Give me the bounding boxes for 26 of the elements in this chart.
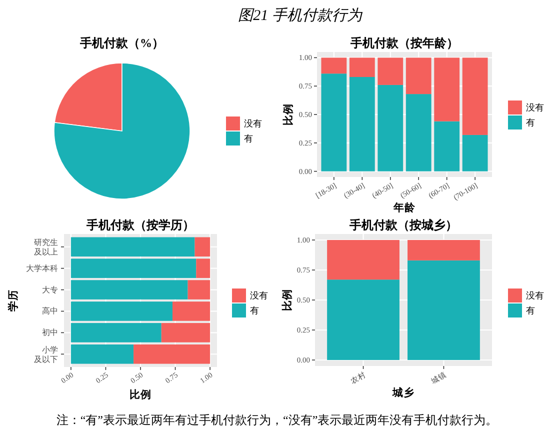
tick-label: 高中 xyxy=(42,306,58,316)
axis-title: 城乡 xyxy=(392,388,414,399)
title: 手机付款（按城乡） xyxy=(350,218,458,232)
legend-label: 没有 xyxy=(244,118,262,128)
axis-title: 学历 xyxy=(8,290,20,312)
legend-label: 没有 xyxy=(526,102,544,112)
tick-label: 研究生及以上 xyxy=(34,238,58,256)
legend-label: 没有 xyxy=(526,290,544,300)
axis-title: 比例 xyxy=(284,104,294,126)
tick-label: 大专 xyxy=(42,285,58,294)
tick-label: 大学本科 xyxy=(26,264,58,273)
axis-title: 年龄 xyxy=(394,203,416,214)
title: 手机付款（按年龄） xyxy=(350,36,458,50)
tick-label: 小学及以下 xyxy=(34,344,58,364)
legend-label: 有 xyxy=(250,306,259,316)
title: 图21 手机付款行为 xyxy=(238,8,362,24)
title: 手机付款（%） xyxy=(80,36,164,50)
axis-title: 比例 xyxy=(130,390,152,401)
axis-title: 比例 xyxy=(282,289,294,311)
legend-label: 有 xyxy=(526,118,535,128)
title: 手机付款（按学历） xyxy=(86,218,194,232)
legend-label: 有 xyxy=(244,134,253,144)
legend-label: 有 xyxy=(526,306,535,316)
tick-label: 初中 xyxy=(42,328,58,338)
legend-label: 没有 xyxy=(250,290,268,300)
annotation: 注：“有”表示最近两年有过手机付款行为，“没有”表示最近两年没有手机付款行为。 xyxy=(56,413,498,427)
